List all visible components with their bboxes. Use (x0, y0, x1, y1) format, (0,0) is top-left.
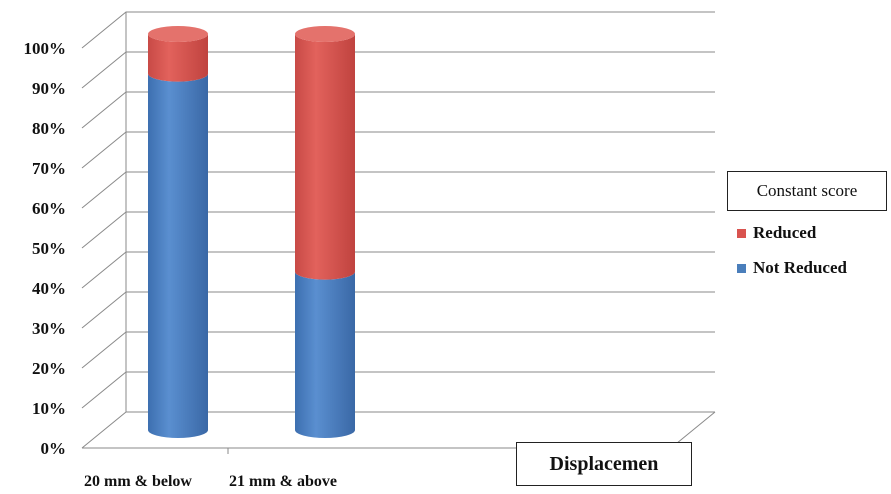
x-tick-label: 20 mm & below (84, 473, 192, 490)
x-axis-title: Displacemen (516, 442, 692, 486)
legend-item-not-reduced: Not Reduced (737, 258, 847, 278)
y-tick-label: 50% (32, 239, 66, 258)
legend-swatch-not-reduced (737, 263, 746, 273)
y-tick-label: 0% (41, 439, 67, 458)
x-axis-title-text: Displacemen (549, 452, 659, 475)
legend-swatch-reduced (737, 228, 746, 238)
bar-segment-not-reduced (148, 73, 208, 438)
legend-label-not-reduced: Not Reduced (753, 258, 847, 277)
bar-cap (295, 26, 355, 42)
x-tick-label: 21 mm & above (229, 473, 337, 490)
y-tick-label: 80% (32, 119, 66, 138)
legend-title-text: Constant score (756, 181, 858, 200)
y-tick-label: 60% (32, 199, 66, 218)
legend-label-reduced: Reduced (753, 223, 817, 242)
y-tick-label: 100% (24, 39, 67, 58)
y-tick-label: 40% (32, 279, 66, 298)
y-tick-label: 20% (32, 359, 66, 378)
bar-segment-reduced (295, 34, 355, 280)
legend-item-reduced: Reduced (737, 223, 816, 243)
y-tick-label: 30% (32, 319, 66, 338)
bar-segment-not-reduced (295, 271, 355, 438)
y-tick-label: 70% (32, 159, 66, 178)
bars (148, 26, 355, 438)
y-tick-label: 10% (32, 399, 66, 418)
y-tick-label: 90% (32, 79, 66, 98)
bar-segment-reduced (148, 34, 208, 82)
x-tick-labels: 20 mm & below 21 mm & above (84, 473, 337, 490)
legend-title: Constant score (727, 171, 887, 211)
bar-cap (148, 26, 208, 42)
y-tick-labels: 0% 10% 20% 30% 40% 50% 60% 70% 80% 90% 100% (24, 39, 67, 458)
